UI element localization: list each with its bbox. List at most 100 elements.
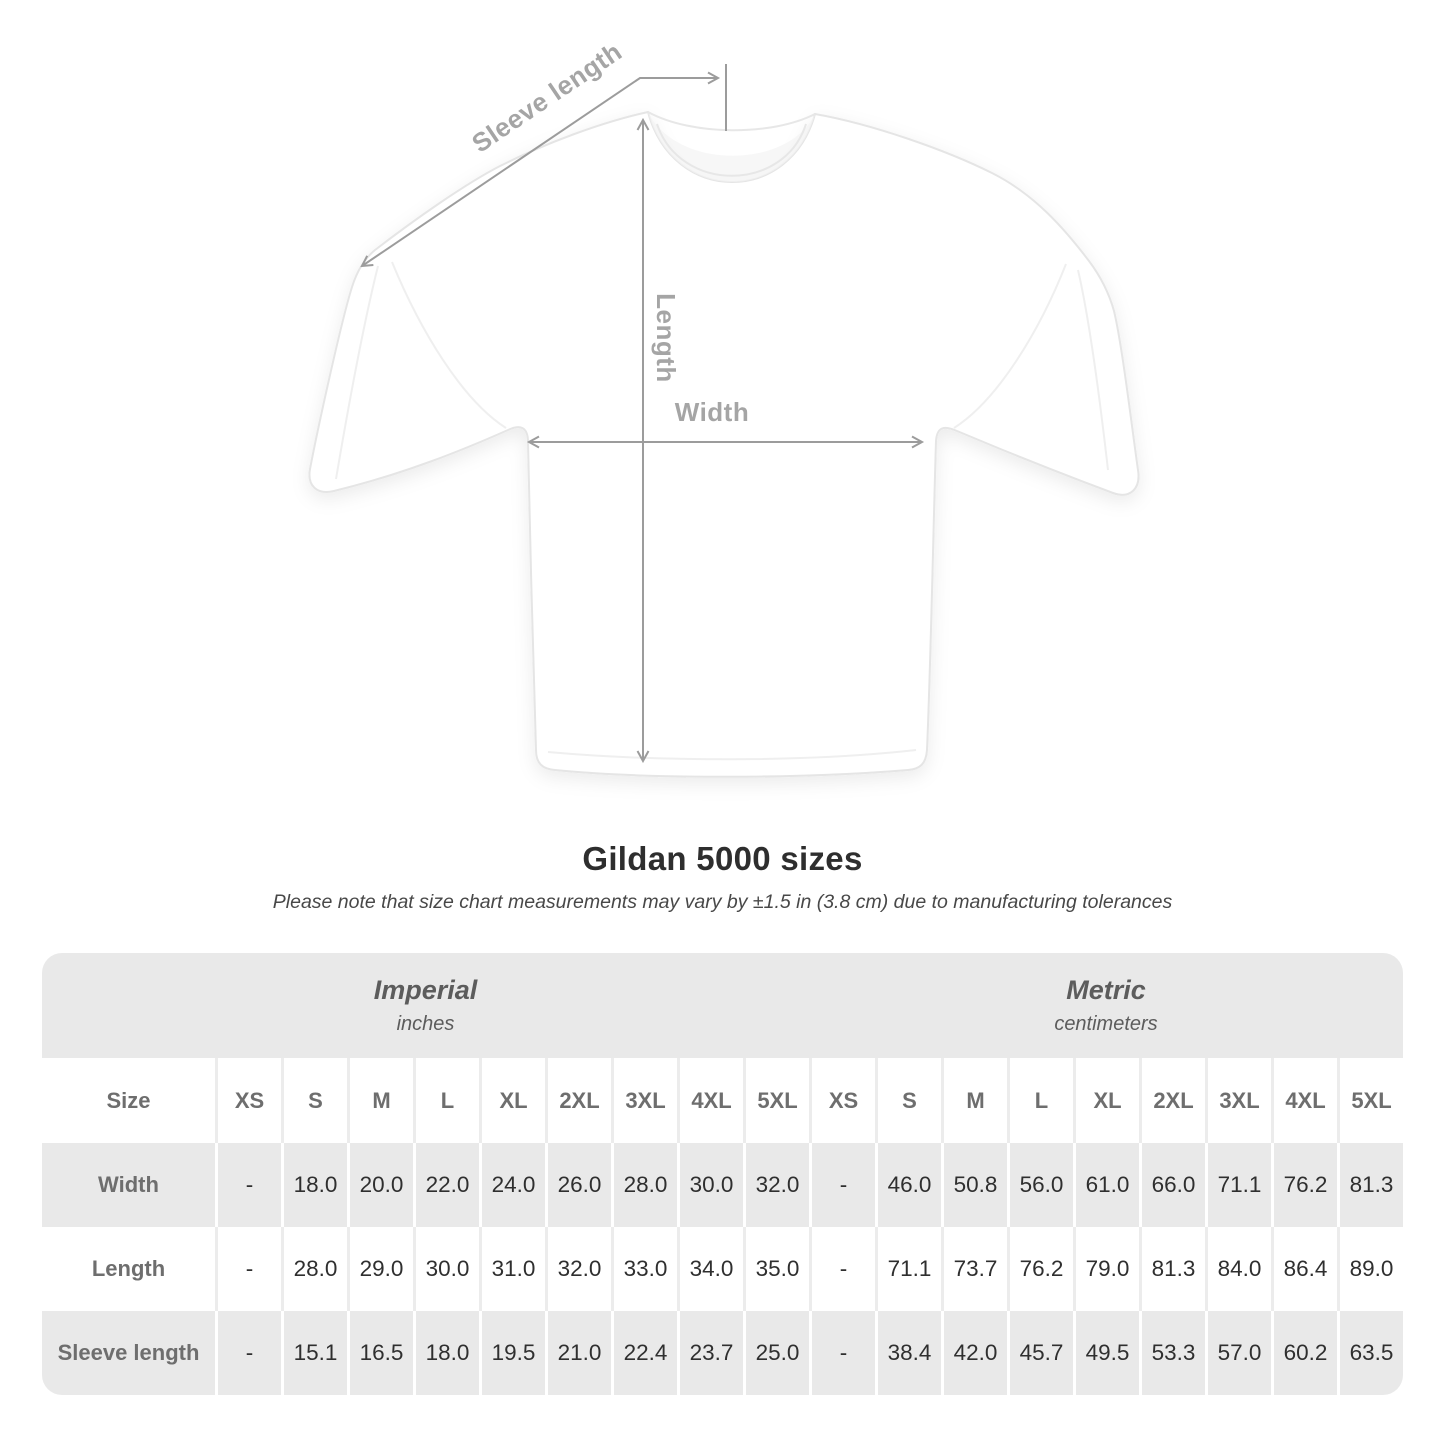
value-cell: 56.0 (1007, 1143, 1073, 1227)
value-cell: 22.4 (611, 1311, 677, 1395)
value-cell: 50.8 (941, 1143, 1007, 1227)
value-cell: 89.0 (1337, 1227, 1403, 1311)
value-cell: 32.0 (743, 1143, 809, 1227)
size-header-imperial: 2XL (545, 1058, 611, 1143)
value-cell: 29.0 (347, 1227, 413, 1311)
value-cell: 38.4 (875, 1311, 941, 1395)
metric-unit: centimeters (1054, 1013, 1158, 1035)
size-header-metric: M (941, 1058, 1007, 1143)
size-header-metric: S (875, 1058, 941, 1143)
value-cell: 28.0 (611, 1143, 677, 1227)
size-header-metric: 5XL (1337, 1058, 1403, 1143)
left-cuff-stitch (335, 265, 379, 480)
value-cell: 19.5 (479, 1311, 545, 1395)
value-cell: 23.7 (677, 1311, 743, 1395)
value-cell: 66.0 (1139, 1143, 1205, 1227)
unit-group-metric: Metric centimeters (809, 953, 1403, 1058)
value-cell: 18.0 (281, 1143, 347, 1227)
value-cell: 57.0 (1205, 1311, 1271, 1395)
page-title: Gildan 5000 sizes (582, 840, 863, 877)
sleeve-length-dimension-line (360, 71, 721, 268)
size-header-metric: L (1007, 1058, 1073, 1143)
value-cell: - (215, 1143, 281, 1227)
metric-title: Metric (1066, 975, 1146, 1005)
imperial-title: Imperial (373, 975, 478, 1005)
value-cell: - (809, 1311, 875, 1395)
value-cell: 84.0 (1205, 1227, 1271, 1311)
value-cell: - (215, 1227, 281, 1311)
value-cell: 30.0 (413, 1227, 479, 1311)
value-cell: 26.0 (545, 1143, 611, 1227)
table-row-width: Width - 18.0 20.0 22.0 24.0 26.0 28.0 (42, 1143, 1403, 1227)
value-cell: - (215, 1311, 281, 1395)
value-cell: 35.0 (743, 1227, 809, 1311)
t-shirt-measurement-diagram: Sleeve length Length Width (308, 36, 1140, 778)
row-label: Width (98, 1172, 159, 1197)
hem-stitch (547, 749, 917, 761)
size-header-imperial: M (347, 1058, 413, 1143)
size-header-imperial: L (413, 1058, 479, 1143)
t-shirt-photo (308, 110, 1140, 778)
value-cell: 76.2 (1007, 1227, 1073, 1311)
value-cell: 24.0 (479, 1143, 545, 1227)
table-row-sleeve-length: Sleeve length - 15.1 16.5 18.0 19.5 21.0 (42, 1311, 1403, 1395)
heading-block: Gildan 5000 sizes Please note that size … (0, 840, 1445, 914)
tolerance-note: Please note that size chart measurements… (272, 891, 1173, 913)
size-chart-table: Imperial inches Metric centimeters Size … (42, 953, 1403, 1395)
size-header-row: Size XS S M L XL 2XL 3XL (42, 1058, 1403, 1143)
value-cell: 16.5 (347, 1311, 413, 1395)
size-header-metric: 2XL (1139, 1058, 1205, 1143)
size-header-imperial: S (281, 1058, 347, 1143)
unit-group-imperial: Imperial inches (42, 953, 809, 1058)
size-header-imperial: 4XL (677, 1058, 743, 1143)
row-label: Length (91, 1256, 166, 1281)
size-header-imperial: 3XL (611, 1058, 677, 1143)
size-header-metric: XL (1073, 1058, 1139, 1143)
value-cell: 15.1 (281, 1311, 347, 1395)
value-cell: 31.0 (479, 1227, 545, 1311)
value-cell: 28.0 (281, 1227, 347, 1311)
value-cell: 49.5 (1073, 1311, 1139, 1395)
length-label: Length (651, 293, 681, 383)
value-cell: 71.1 (875, 1227, 941, 1311)
unit-header-band: Imperial inches Metric centimeters (42, 953, 1403, 1058)
value-cell: 63.5 (1337, 1311, 1403, 1395)
imperial-unit: inches (396, 1013, 455, 1035)
size-column-header: Size (106, 1087, 151, 1113)
value-cell: 32.0 (545, 1227, 611, 1311)
value-cell: 45.7 (1007, 1311, 1073, 1395)
size-header-imperial: 5XL (743, 1058, 809, 1143)
size-header-imperial: XL (479, 1058, 545, 1143)
value-cell: 22.0 (413, 1143, 479, 1227)
size-header-metric: XS (809, 1058, 875, 1143)
row-label: Sleeve length (57, 1340, 200, 1365)
value-cell: 21.0 (545, 1311, 611, 1395)
value-cell: 34.0 (677, 1227, 743, 1311)
size-header-imperial: XS (215, 1058, 281, 1143)
value-cell: 76.2 (1271, 1143, 1337, 1227)
left-sleeve-seam (391, 261, 507, 429)
width-label: Width (675, 397, 749, 427)
value-cell: 60.2 (1271, 1311, 1337, 1395)
table-row-length: Length - 28.0 29.0 30.0 31.0 32.0 33.0 (42, 1227, 1403, 1311)
value-cell: 46.0 (875, 1143, 941, 1227)
value-cell: 81.3 (1139, 1227, 1205, 1311)
value-cell: 42.0 (941, 1311, 1007, 1395)
value-cell: 25.0 (743, 1311, 809, 1395)
value-cell: 20.0 (347, 1143, 413, 1227)
value-cell: - (809, 1143, 875, 1227)
value-cell: 53.3 (1139, 1311, 1205, 1395)
value-cell: 81.3 (1337, 1143, 1403, 1227)
size-header-metric: 3XL (1205, 1058, 1271, 1143)
right-cuff-stitch (1077, 269, 1109, 471)
value-cell: 71.1 (1205, 1143, 1271, 1227)
value-cell: - (809, 1227, 875, 1311)
t-shirt-silhouette (308, 110, 1140, 778)
value-cell: 18.0 (413, 1311, 479, 1395)
measurements-table: Size XS S M L XL 2XL 3XL (42, 1058, 1403, 1395)
value-cell: 73.7 (941, 1227, 1007, 1311)
collar-back-band (647, 111, 816, 132)
value-cell: 33.0 (611, 1227, 677, 1311)
value-cell: 86.4 (1271, 1227, 1337, 1311)
